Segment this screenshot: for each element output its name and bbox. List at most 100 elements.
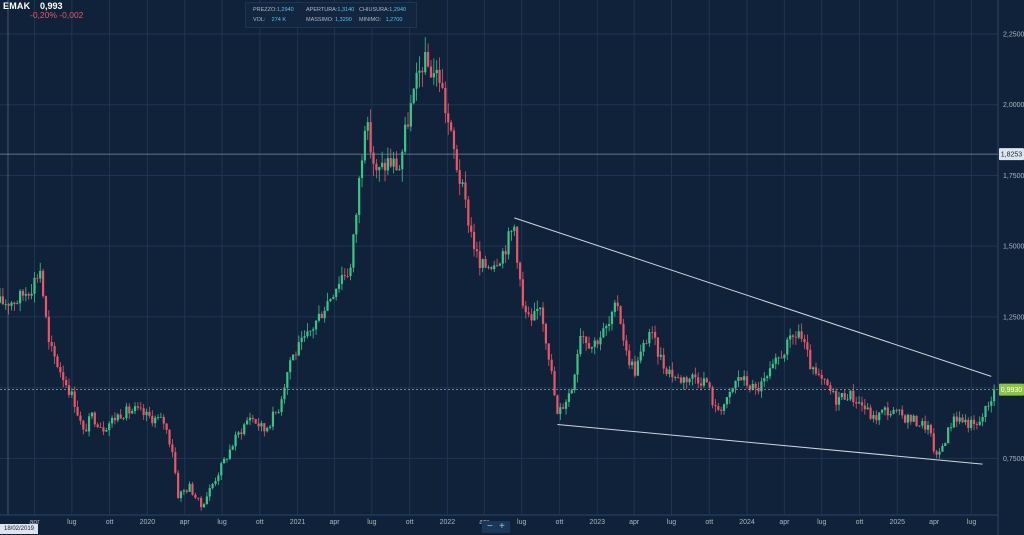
candle-body [691, 374, 694, 379]
candle-body [530, 314, 533, 321]
candle [835, 388, 838, 412]
candle-body [872, 415, 875, 419]
candle-body [697, 377, 700, 384]
candle-body [323, 310, 326, 319]
candle [323, 306, 326, 323]
candle [424, 37, 427, 75]
candle-body [608, 324, 611, 326]
candle-body [576, 353, 579, 375]
x-tick-label: ott [556, 519, 564, 526]
candle [783, 353, 786, 362]
info-chiusura: CHIUSURA:1,2940 [359, 7, 407, 13]
y-tick-label: 0,7500 [1003, 456, 1024, 463]
candle [136, 402, 140, 411]
candle [62, 365, 65, 388]
candle [234, 431, 237, 451]
y-tick-label: 1,5000 [1003, 244, 1024, 251]
candle-body [625, 340, 628, 351]
candle [852, 384, 855, 407]
candle [789, 328, 792, 348]
candle [679, 375, 683, 385]
candle-body [424, 52, 427, 73]
candle [961, 414, 964, 424]
candle [495, 258, 499, 268]
candle [401, 149, 404, 182]
candle [518, 261, 522, 287]
candle [329, 298, 332, 303]
candle [978, 416, 981, 427]
candle-body [636, 360, 639, 376]
candle [823, 378, 826, 385]
candle [682, 376, 685, 390]
candle-body [984, 405, 987, 418]
candle [688, 377, 691, 386]
candle [85, 423, 88, 432]
candle [133, 402, 137, 415]
candle [556, 394, 559, 415]
zoom-out-button[interactable]: − [487, 521, 493, 532]
candle-body [685, 377, 688, 383]
candle [702, 372, 706, 388]
candle [142, 404, 145, 420]
candle-body [156, 417, 160, 418]
candle-body [481, 259, 484, 269]
candle [622, 318, 625, 347]
candle-body [682, 377, 685, 383]
candle-body [889, 413, 892, 416]
candle-body [119, 414, 122, 419]
candle [613, 299, 616, 317]
candle [642, 339, 645, 357]
candle [197, 497, 200, 501]
price-change: -0,20% -0,002 [30, 10, 83, 20]
candle-body [665, 368, 668, 375]
candle-body [415, 72, 418, 89]
candle-body [435, 69, 438, 74]
candle [817, 368, 820, 377]
candle [777, 356, 780, 365]
candle [19, 289, 22, 312]
candle [24, 287, 27, 302]
candle-body [59, 367, 62, 373]
candle-body [398, 169, 401, 171]
candle [289, 357, 292, 380]
candle-body [915, 415, 918, 426]
reference-line-tag [999, 148, 1024, 161]
candle [53, 342, 56, 365]
candle-body [659, 354, 662, 357]
candle-body [335, 288, 338, 298]
candle [768, 361, 772, 380]
candle [493, 260, 496, 273]
candle-body [774, 357, 777, 364]
candle-body [274, 411, 277, 413]
candle-body [56, 356, 59, 368]
candle-body [628, 350, 631, 366]
candle-body [188, 483, 191, 492]
candle [869, 404, 872, 421]
candle [122, 417, 125, 421]
x-tick-label: ott [705, 519, 713, 526]
zoom-in-button[interactable]: + [499, 521, 505, 532]
candle [240, 428, 243, 440]
candle-body [461, 182, 464, 184]
candle-body [472, 231, 476, 250]
candle-body [309, 330, 312, 332]
candle-body [918, 425, 921, 427]
candle [386, 147, 389, 176]
candle-body [964, 419, 967, 423]
candle [648, 328, 651, 347]
candle-body [257, 423, 260, 427]
candle-body [840, 393, 843, 398]
candle-body [378, 167, 381, 171]
candle-body [24, 293, 27, 296]
candle-body [829, 385, 832, 392]
candle-body [631, 361, 634, 366]
candle-body [970, 419, 973, 428]
candle [527, 306, 530, 318]
candle-body [579, 335, 582, 354]
y-tick-label: 2,0000 [1003, 102, 1024, 109]
candle [880, 409, 884, 415]
candle-body [967, 419, 970, 428]
candle [0, 287, 2, 304]
candle [717, 402, 720, 412]
